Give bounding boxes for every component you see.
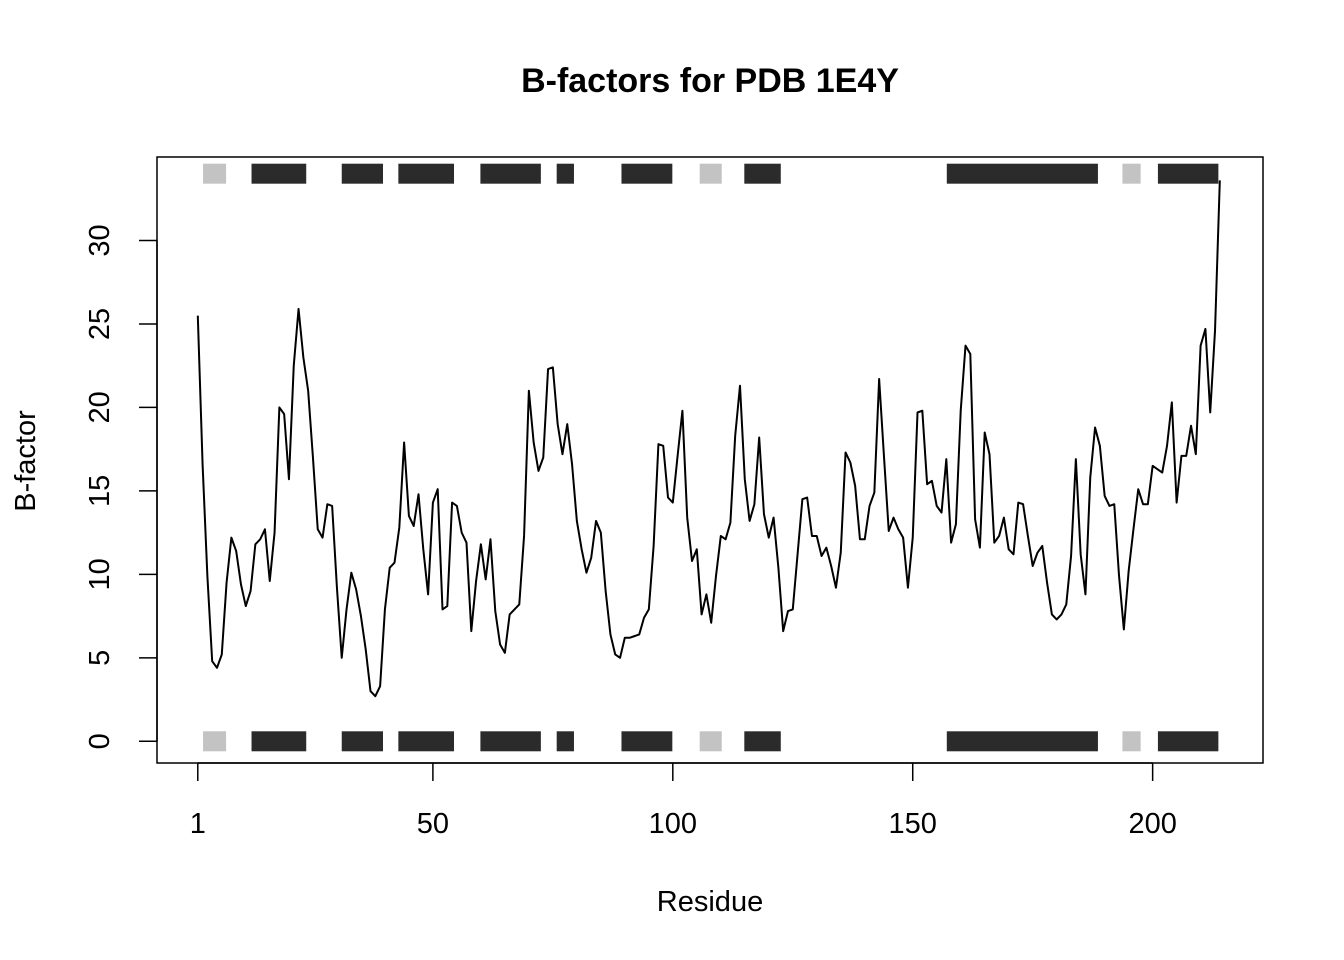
bottom-helix-band-11 [1122, 731, 1141, 752]
y-tick-label-25: 25 [84, 308, 116, 340]
y-tick-label-20: 20 [84, 391, 116, 423]
x-tick-label-200: 200 [1128, 808, 1176, 840]
y-axis: 0 5 10 15 20 25 30 [84, 224, 158, 749]
top-helix-band-1 [203, 163, 227, 184]
bottom-strand-band-3 [341, 731, 383, 752]
top-strand-band-2 [251, 163, 307, 184]
x-tick-label-50: 50 [417, 808, 449, 840]
bottom-strand-band-10 [946, 731, 1098, 752]
y-tick-label-0: 0 [84, 733, 116, 749]
bottom-strand-band-4 [398, 731, 455, 752]
y-tick-label-5: 5 [84, 650, 116, 666]
bottom-strand-band-2 [251, 731, 307, 752]
top-strand-band-4 [398, 163, 455, 184]
bottom-strand-band-12 [1157, 731, 1219, 752]
y-tick-label-10: 10 [84, 558, 116, 590]
top-helix-band-8 [699, 163, 722, 184]
plot-frame [156, 156, 1264, 764]
x-tick-label-150: 150 [889, 808, 937, 840]
x-axis-label: Residue [657, 886, 763, 918]
top-strand-band-3 [341, 163, 383, 184]
top-strand-band-7 [621, 163, 673, 184]
chart-title: B-factors for PDB 1E4Y [521, 62, 899, 100]
y-axis-label: B-factor [10, 410, 42, 512]
bottom-strand-band-9 [744, 731, 781, 752]
x-axis: 1 50 100 150 200 [190, 762, 1177, 840]
top-strand-band-5 [480, 163, 541, 184]
secondary-structure-bands [203, 163, 1219, 752]
bottom-strand-band-6 [556, 731, 574, 752]
x-tick-label-100: 100 [649, 808, 697, 840]
top-strand-band-12 [1157, 163, 1219, 184]
bottom-strand-band-5 [480, 731, 541, 752]
bottom-helix-band-8 [699, 731, 722, 752]
series-line-1 [196, 180, 1221, 698]
top-strand-band-6 [556, 163, 574, 184]
series-layer [196, 180, 1221, 698]
bottom-helix-band-1 [203, 731, 227, 752]
y-tick-label-15: 15 [84, 475, 116, 507]
top-helix-band-11 [1122, 163, 1141, 184]
top-strand-band-9 [744, 163, 781, 184]
x-tick-label-1: 1 [190, 808, 206, 840]
top-strand-band-10 [946, 163, 1098, 184]
y-tick-label-30: 30 [84, 224, 116, 256]
bottom-strand-band-7 [621, 731, 673, 752]
